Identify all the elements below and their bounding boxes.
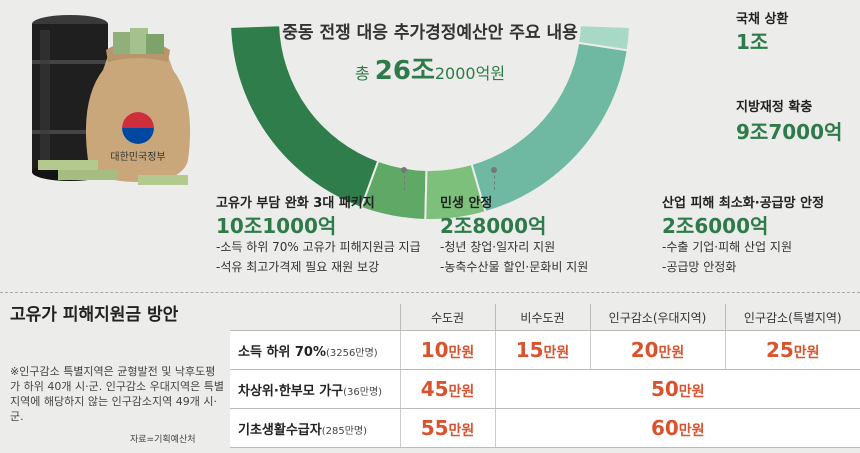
col-header: 비수도권 (494, 304, 590, 331)
slice-value-local: 9조7000억 (736, 120, 843, 144)
table-title: 고유가 피해지원금 방안 (10, 305, 179, 325)
table-row: 차상위·한부모 가구(36만명) 45만원 50만원 (230, 369, 860, 409)
amount-cell: 10만원 (399, 330, 495, 370)
bag-label: 대한민국정부 (110, 151, 165, 163)
slice-label-package: 고유가 부담 완화 3대 패키지 (216, 196, 375, 211)
slice-label-debt: 국채 상환 (736, 12, 789, 27)
slice-label-local: 지방재정 확충 (736, 100, 813, 115)
total-big: 26조 (374, 56, 435, 86)
amount-cell: 50만원 (494, 369, 860, 409)
amount-cell: 25만원 (724, 330, 860, 370)
col-header: 수도권 (399, 304, 495, 331)
support-table: 수도권 비수도권 인구감소(우대지역) 인구감소(특별지역) 소득 하위 70%… (230, 304, 860, 448)
row-label: 소득 하위 70%(3256만명) (230, 330, 400, 370)
row-label: 기초생활수급자(285만명) (230, 408, 400, 448)
package-sub-2: -석유 최고가격제 필요 재원 보강 (216, 260, 380, 274)
total-label: 총 (354, 64, 370, 83)
leader-line (404, 170, 405, 190)
livelihood-sub-1: -청년 창업·일자리 지원 (440, 240, 556, 254)
section-divider (0, 292, 860, 293)
amount-cell: 15만원 (494, 330, 590, 370)
leader-dot (491, 167, 497, 173)
source: 자료=기획예산처 (130, 435, 196, 445)
donut-chart (229, 24, 631, 221)
table-row: 소득 하위 70%(3256만명) 10만원 15만원 20만원 25만원 (230, 330, 860, 370)
package-sub-1: -소득 하위 70% 고유가 피해지원금 지급 (216, 240, 421, 254)
oil-money-illustration: 대한민국정부 (32, 15, 191, 185)
col-header: 인구감소(우대지역) (589, 304, 725, 331)
slice-label-industry: 산업 피해 최소화·공급망 안정 (662, 196, 825, 211)
slice-value-industry: 2조6000억 (662, 214, 769, 238)
donut-slice (577, 24, 631, 52)
amount-cell: 55만원 (399, 408, 495, 448)
slice-value-debt: 1조 (736, 30, 769, 54)
total-small: 2000억원 (434, 64, 506, 83)
footnote: ※인구감소 특별지역은 균형발전 및 낙후도평가 하위 40개 시·군. 인구감… (10, 365, 225, 423)
industry-sub-2: -공급망 안정화 (662, 260, 737, 274)
table-row: 기초생활수급자(285만명) 55만원 60만원 (230, 408, 860, 448)
row-label: 차상위·한부모 가구(36만명) (230, 369, 400, 409)
livelihood-sub-2: -농축수산물 할인·문화비 지원 (440, 260, 589, 274)
col-header: 인구감소(특별지역) (724, 304, 860, 331)
industry-sub-1: -수출 기업·피해 산업 지원 (662, 240, 792, 254)
amount-cell: 20만원 (589, 330, 725, 370)
amount-cell: 45만원 (399, 369, 495, 409)
slice-value-package: 10조1000억 (216, 214, 337, 238)
chart-title: 중동 전쟁 대응 추가경정예산안 주요 내용 (282, 23, 578, 43)
slice-value-livelihood: 2조8000억 (440, 214, 547, 238)
amount-cell: 60만원 (494, 408, 860, 448)
money-bag-icon (38, 28, 191, 185)
table-header-row: 수도권 비수도권 인구감소(우대지역) 인구감소(특별지역) (230, 304, 860, 331)
slice-label-livelihood: 민생 안정 (440, 196, 493, 211)
leader-dot (401, 167, 407, 173)
table-header-empty (230, 304, 400, 331)
leader-line (494, 170, 495, 190)
chart-total: 총 26조2000억원 (260, 50, 600, 87)
